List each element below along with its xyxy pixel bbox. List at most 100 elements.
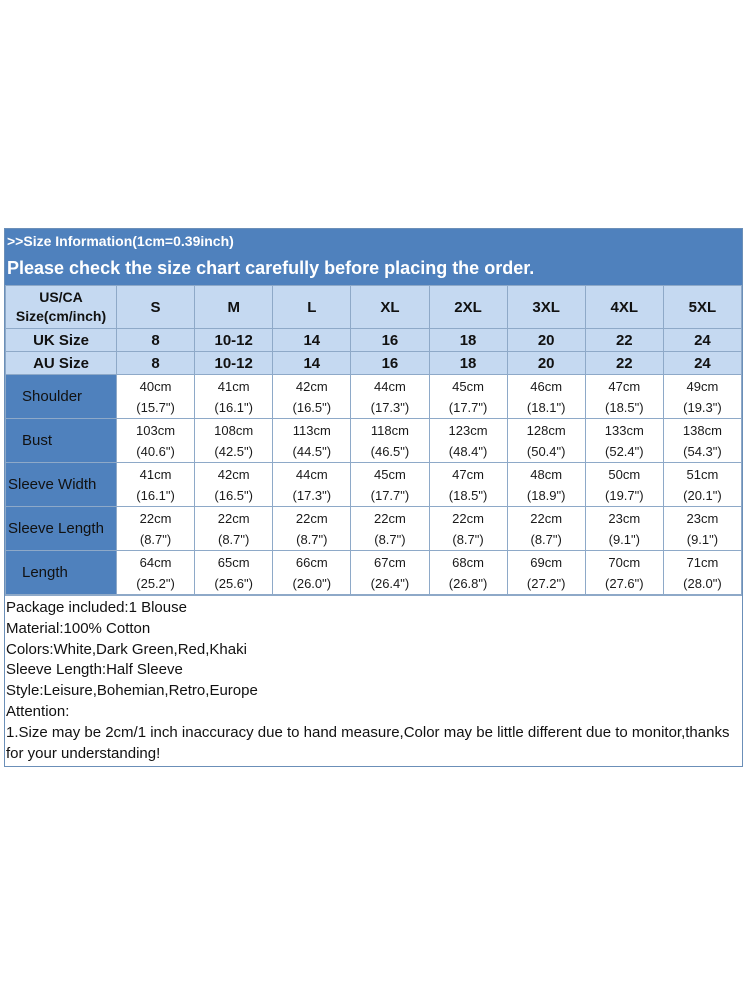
cm-value: 41cm [139,466,172,482]
uk-size-cell: 8 [115,328,196,352]
au-size-cell: 8 [115,351,196,375]
cm-value: 51cm [686,466,719,482]
measurement-label: Length [5,550,117,595]
inch-value: (54.3") [683,443,722,459]
cm-value: 44cm [374,378,406,394]
inch-value: (16.1") [136,487,175,503]
inch-value: (18.9") [526,487,566,503]
measurement-cell: 138cm (54.3") [662,418,743,463]
us-size-row: US/CA Size(cm/inch) S M L XL 2XL 3XL 4XL 5XL [5,285,743,329]
cm-value: 46cm [530,378,563,394]
cm-value: 103cm [136,422,176,438]
us-size-cell: 5XL [662,285,743,329]
measurement-cell: 22cm (8.7") [350,506,430,551]
cm-value: 47cm [608,378,641,394]
measurement-cell: 113cm (44.5") [272,418,352,463]
inch-value: (17.7") [448,399,488,415]
uk-size-cell: 24 [662,328,743,352]
cm-value: 45cm [452,378,484,394]
measurement-cell: 47cm (18.5") [584,374,664,419]
uk-size-row: UK Size 8 10-12 14 16 18 20 22 24 [5,328,743,352]
inch-value: (18.1") [526,399,566,415]
measurement-label: Bust [5,418,117,463]
measurement-cell: 123cm (48.4") [428,418,508,463]
inch-value: (26.0") [292,575,332,591]
au-size-cell: 24 [662,351,743,375]
size-info-banner: >>Size Information(1cm=0.39inch) Please … [5,229,742,285]
au-size-cell: 18 [428,351,508,375]
cm-value: 66cm [295,554,328,570]
cm-value: 40cm [139,378,172,394]
au-size-cell: 20 [506,351,586,375]
cm-value: 50cm [608,466,641,482]
measurement-cell: 128cm (50.4") [506,418,586,463]
measurement-cell: 70cm (27.6") [584,550,664,595]
measurement-cell: 103cm (40.6") [115,418,196,463]
uk-size-cell: 14 [272,328,352,352]
inch-value: (18.5") [605,399,644,415]
inch-value: (40.6") [136,443,175,459]
inch-value: (42.5") [214,443,253,459]
inch-value: (25.6") [214,575,253,591]
cm-value: 42cm [217,466,250,482]
cm-value: 64cm [139,554,172,570]
measurement-cell: 22cm (8.7") [272,506,352,551]
cm-value: 22cm [217,510,250,526]
measurement-cell: 133cm (52.4") [584,418,664,463]
inch-value: (44.5") [292,443,332,459]
inch-value: (8.7") [452,531,484,547]
size-table: US/CA Size(cm/inch) S M L XL 2XL 3XL 4XL 5XL UK… [5,285,743,595]
us-size-label: US/CA Size(cm/inch) [5,285,117,329]
measurement-label: Shoulder [5,374,117,419]
cm-value: 45cm [374,466,406,482]
measurement-cell: 22cm (8.7") [194,506,274,551]
au-size-label: AU Size [5,351,117,375]
inch-value: (52.4") [605,443,644,459]
size-chart: >>Size Information(1cm=0.39inch) Please … [4,228,743,768]
measurement-cell: 65cm (25.6") [194,550,274,595]
cm-value: 138cm [682,422,722,438]
uk-size-cell: 16 [350,328,430,352]
measurement-cell: 66cm (26.0") [272,550,352,595]
note-line: Attention: [6,702,70,720]
inch-value: (27.6") [605,575,644,591]
cm-value: 47cm [452,466,484,482]
cm-value: 22cm [530,510,563,526]
measurement-cell: 22cm (8.7") [115,506,196,551]
cm-value: 23cm [608,510,641,526]
inch-value: (8.7") [218,531,250,547]
inch-value: (19.7") [605,487,644,503]
note-line: Style:Leisure,Bohemian,Retro,Europe [6,682,258,700]
cm-value: 108cm [214,422,254,438]
inch-value: (15.7") [136,399,175,415]
cm-value: 48cm [530,466,563,482]
size-info-title: >>Size Information(1cm=0.39inch) [7,233,234,249]
cm-value: 128cm [526,422,566,438]
measurement-cell: 44cm (17.3") [272,462,352,507]
us-size-cell: M [194,285,274,329]
inch-value: (8.7") [374,531,406,547]
cm-value: 70cm [608,554,641,570]
cm-value: 41cm [217,378,250,394]
measurement-cell: 22cm (8.7") [428,506,508,551]
measurement-cell: 118cm (46.5") [350,418,430,463]
measurement-row: Bust 103cm (40.6") 108cm (42.5") 113cm (44.5")… [5,418,743,463]
uk-size-cell: 20 [506,328,586,352]
measurement-cell: 44cm (17.3") [350,374,430,419]
us-size-cell: XL [350,285,430,329]
cm-value: 71cm [686,554,719,570]
measurement-cell: 46cm (18.1") [506,374,586,419]
inch-value: (9.1") [686,531,719,547]
measurement-cell: 50cm (19.7") [584,462,664,507]
cm-value: 22cm [295,510,328,526]
cm-value: 22cm [139,510,172,526]
inch-value: (48.4") [448,443,488,459]
measurement-row: Sleeve Length 22cm (8.7") 22cm (8.7") 22cm (8.… [5,506,743,551]
inch-value: (18.5") [448,487,488,503]
inch-value: (20.1") [683,487,722,503]
inch-value: (19.3") [683,399,722,415]
inch-value: (8.7") [139,531,172,547]
inch-value: (17.7") [370,487,410,503]
au-size-cell: 10-12 [194,351,274,375]
measurement-cell: 42cm (16.5") [272,374,352,419]
